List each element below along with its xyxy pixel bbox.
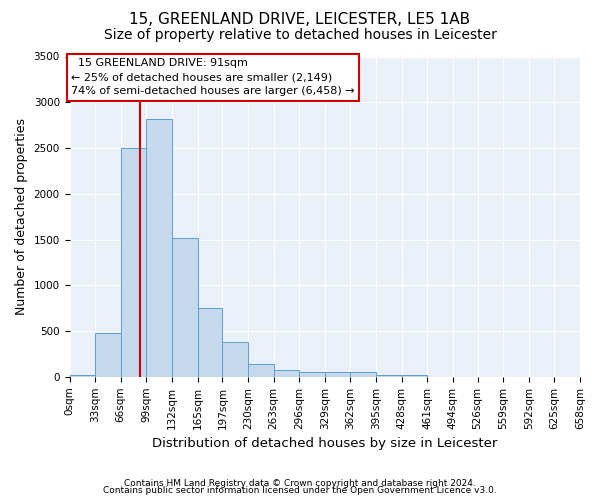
Bar <box>223 342 248 377</box>
Text: 15, GREENLAND DRIVE, LEICESTER, LE5 1AB: 15, GREENLAND DRIVE, LEICESTER, LE5 1AB <box>130 12 470 28</box>
Text: Contains public sector information licensed under the Open Government Licence v3: Contains public sector information licen… <box>103 486 497 495</box>
Bar <box>146 118 172 377</box>
Bar <box>350 372 376 377</box>
Bar <box>325 372 350 377</box>
X-axis label: Distribution of detached houses by size in Leicester: Distribution of detached houses by size … <box>152 437 497 450</box>
Bar <box>172 238 197 377</box>
Text: Size of property relative to detached houses in Leicester: Size of property relative to detached ho… <box>104 28 496 42</box>
Bar <box>401 375 427 377</box>
Bar <box>95 333 121 377</box>
Y-axis label: Number of detached properties: Number of detached properties <box>15 118 28 315</box>
Bar <box>197 308 223 377</box>
Text: Contains HM Land Registry data © Crown copyright and database right 2024.: Contains HM Land Registry data © Crown c… <box>124 478 476 488</box>
Bar <box>274 370 299 377</box>
Text: 15 GREENLAND DRIVE: 91sqm
← 25% of detached houses are smaller (2,149)
74% of se: 15 GREENLAND DRIVE: 91sqm ← 25% of detac… <box>71 58 355 96</box>
Bar <box>121 148 146 377</box>
Bar <box>248 364 274 377</box>
Bar <box>376 374 401 377</box>
Bar <box>299 372 325 377</box>
Bar <box>70 374 95 377</box>
